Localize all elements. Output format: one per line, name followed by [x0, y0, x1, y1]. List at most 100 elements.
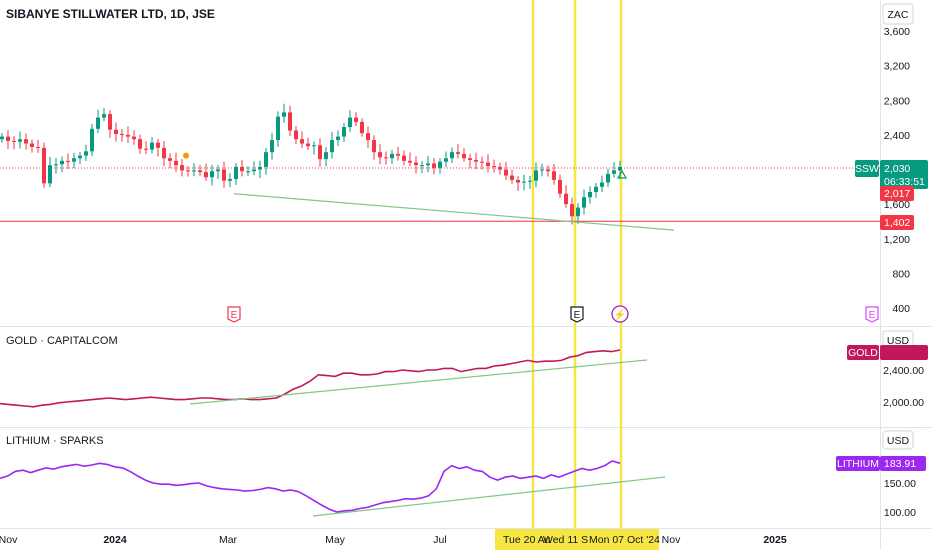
candle-body [192, 170, 196, 172]
earnings-marker-icon [570, 306, 584, 323]
candle-body [600, 182, 604, 187]
date-highlight-band [495, 529, 659, 550]
candle-body [6, 136, 10, 141]
candle-body [318, 145, 322, 160]
candle-body [72, 158, 76, 162]
candle-body [36, 146, 40, 148]
chart-title: SIBANYE STILLWATER LTD, 1D, JSE [6, 7, 215, 21]
candle-body [372, 140, 376, 153]
currency-box [882, 3, 914, 25]
candle-body [492, 166, 496, 168]
candle-body [438, 161, 442, 168]
candle-body [516, 179, 520, 183]
event-marker-label: E [869, 310, 876, 321]
currency-label: ZAC [888, 9, 909, 21]
event-marker-label: E [574, 310, 581, 321]
candle-body [102, 114, 106, 118]
candle-body [384, 157, 388, 159]
candle-body [222, 169, 226, 181]
candle-body [246, 171, 250, 173]
candle-body [402, 155, 406, 161]
candle-body [474, 159, 478, 162]
triangle-marker-icon [616, 169, 628, 179]
candle-body [336, 136, 340, 141]
candle-body [558, 179, 562, 194]
candle-body [594, 186, 598, 193]
pane-title: GOLD · CAPITALCOM [6, 335, 118, 347]
candle-body [24, 139, 28, 144]
candle-body [138, 139, 142, 149]
candle-body [450, 152, 454, 159]
candle-body [618, 166, 622, 171]
candle-body [588, 192, 592, 198]
candle-body [324, 152, 328, 160]
time-axis-label: 2024 [103, 534, 127, 546]
lightning-icon [611, 305, 629, 323]
candle-body [606, 173, 610, 183]
event-marker-label: E [231, 310, 238, 321]
candle-body [186, 170, 190, 172]
candle-body [84, 151, 88, 156]
symbol-badge [847, 345, 879, 360]
price-tick-label: 2,400.00 [883, 365, 924, 377]
price-tick-label: 1,600 [884, 199, 910, 211]
candle-body [66, 160, 70, 162]
price-tick-label: 2,400 [884, 130, 910, 142]
candle-body [510, 175, 514, 180]
candle-body [0, 136, 4, 140]
candle-body [360, 121, 364, 134]
price-tick-label: 1,200 [884, 234, 910, 246]
candle-body [60, 160, 64, 165]
candle-body [12, 140, 16, 142]
event-marker-label: ⚡ [614, 308, 626, 321]
highlight-date-label: Wed 11 S [543, 534, 588, 546]
candle-body [96, 117, 100, 129]
currency-label: USD [887, 335, 910, 347]
price-tick-label: 400 [892, 303, 910, 315]
last-price-value: 2,030 [884, 163, 910, 175]
candle-body [498, 166, 502, 170]
candle-body [258, 166, 262, 170]
trendline [233, 193, 675, 231]
candle-body [408, 160, 412, 163]
candle-body [330, 140, 334, 153]
lithium-line [0, 460, 621, 513]
candle-body [414, 162, 418, 166]
candle-body [504, 169, 508, 176]
candle-body [282, 112, 286, 117]
time-axis-label: May [325, 534, 346, 546]
candle-body [468, 158, 472, 160]
candle-body [270, 140, 274, 153]
candle-body [528, 180, 532, 182]
signal-dot [183, 152, 189, 159]
candle-body [612, 170, 616, 174]
candle-body [300, 139, 304, 144]
candle-body [264, 152, 268, 167]
candle-body [348, 117, 352, 128]
candle-body [90, 128, 94, 152]
candle-body [210, 171, 214, 178]
candle-body [366, 133, 370, 141]
symbol-label: GOLD [848, 347, 878, 359]
candle-body [162, 147, 166, 159]
candle-body [120, 134, 124, 136]
candle-body [204, 172, 208, 178]
currency-box [882, 430, 914, 450]
candle-body [48, 165, 52, 184]
candle-body [228, 179, 232, 181]
candle-body [354, 117, 358, 122]
candle-body [426, 163, 430, 166]
candle-body [456, 152, 460, 154]
candle-body [444, 158, 448, 162]
candle-body [546, 169, 550, 172]
earnings-marker-icon [227, 306, 241, 323]
candle-body [462, 153, 466, 159]
price-badge-red [880, 186, 914, 201]
earnings-marker-icon [865, 306, 879, 323]
candle-body [276, 116, 280, 141]
highlight-date-label: Mon 07 Oct '24 [589, 534, 660, 546]
last-price-badge [880, 345, 928, 360]
price-label: 1,402 [884, 217, 910, 229]
